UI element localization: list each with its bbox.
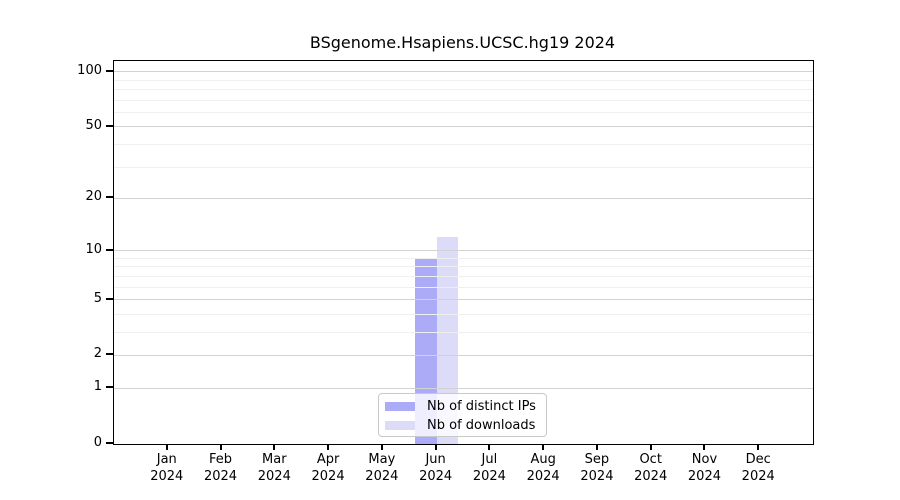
minor-gridline — [114, 275, 813, 277]
legend-label-distinct-ips: Nb of distinct IPs — [427, 399, 536, 414]
x-tick-label: Feb 2024 — [203, 452, 238, 484]
legend-label-downloads: Nb of downloads — [427, 418, 536, 433]
y-tick-mark — [106, 196, 113, 199]
major-gridline — [114, 354, 813, 356]
legend: Nb of distinct IPs Nb of downloads — [378, 393, 547, 437]
minor-gridline — [114, 266, 813, 268]
minor-gridline — [114, 257, 813, 259]
major-gridline — [114, 71, 813, 73]
major-gridline — [114, 126, 813, 128]
x-tick-mark — [542, 444, 545, 450]
x-tick-label: Aug 2024 — [526, 452, 560, 484]
minor-gridline — [114, 331, 813, 333]
y-tick-mark — [106, 69, 113, 72]
major-gridline — [114, 299, 813, 300]
y-tick-mark — [106, 442, 113, 444]
y-tick-mark — [106, 124, 113, 127]
x-tick-label: Jun 2024 — [419, 452, 453, 484]
x-tick-mark — [327, 444, 330, 450]
legend-item-downloads: Nb of downloads — [379, 416, 546, 435]
x-tick-label: Nov 2024 — [687, 452, 721, 484]
x-tick-mark — [649, 444, 652, 450]
y-tick-label: 10 — [85, 241, 102, 257]
x-tick-mark — [703, 444, 706, 450]
y-tick-label: 0 — [93, 435, 102, 450]
x-tick-label: Sep 2024 — [580, 452, 614, 484]
minor-gridline — [114, 166, 813, 168]
minor-gridline — [114, 79, 813, 81]
y-tick-label: 5 — [93, 290, 102, 306]
x-tick-mark — [595, 444, 598, 450]
y-tick-label: 50 — [85, 117, 102, 133]
distinct-ips-swatch — [385, 402, 415, 411]
y-tick-mark — [106, 353, 113, 356]
minor-gridline — [114, 89, 813, 91]
minor-gridline — [114, 144, 813, 146]
legend-item-distinct-ips: Nb of distinct IPs — [379, 397, 546, 416]
x-tick-label: Oct 2024 — [634, 452, 668, 484]
plot-area — [113, 60, 814, 445]
x-tick-mark — [219, 444, 222, 450]
x-tick-mark — [273, 444, 276, 450]
y-tick-label: 20 — [85, 189, 102, 205]
x-tick-mark — [380, 444, 383, 450]
minor-gridline — [114, 99, 813, 101]
minor-gridline — [114, 313, 813, 315]
bar-nb-of-downloads — [436, 237, 459, 444]
major-gridline — [114, 387, 813, 389]
major-gridline — [114, 197, 813, 199]
x-tick-label: May 2024 — [365, 452, 399, 484]
chart-title: BSgenome.Hsapiens.UCSC.hg19 2024 — [309, 33, 616, 52]
x-tick-label: Jan 2024 — [150, 452, 184, 484]
minor-gridline — [114, 286, 813, 288]
x-tick-mark — [757, 444, 760, 450]
downloads-swatch — [385, 421, 415, 430]
major-gridline — [114, 250, 813, 252]
y-tick-mark — [106, 297, 113, 300]
x-tick-label: Apr 2024 — [311, 452, 345, 484]
y-tick-label: 1 — [93, 379, 102, 395]
x-tick-mark — [434, 444, 437, 450]
x-tick-label: Mar 2024 — [257, 452, 291, 484]
y-tick-label: 100 — [77, 62, 102, 78]
x-tick-label: Jul 2024 — [472, 452, 506, 484]
y-tick-mark — [106, 248, 113, 251]
y-tick-mark — [106, 386, 113, 389]
x-tick-mark — [488, 444, 491, 450]
x-tick-mark — [165, 444, 168, 450]
x-tick-label: Dec 2024 — [741, 452, 775, 484]
y-tick-label: 2 — [93, 346, 102, 362]
minor-gridline — [114, 111, 813, 113]
